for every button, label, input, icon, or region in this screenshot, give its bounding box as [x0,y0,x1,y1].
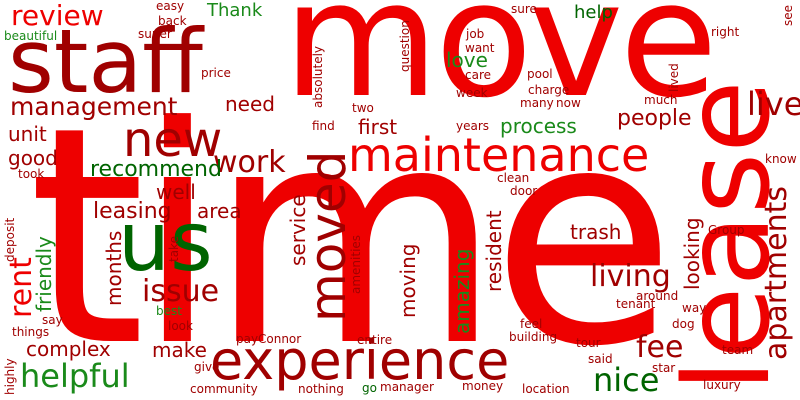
word-resident: resident [482,210,506,292]
word-building: building [509,330,558,344]
word-months: months [102,230,126,306]
word-service: service [286,194,310,266]
word-around: around [636,289,679,303]
word-know: know [765,152,797,166]
word-friendly: friendly [32,236,56,312]
word-first: first [358,115,398,139]
word-thank: Thank [207,0,263,21]
word-new: new [123,112,223,168]
word-management: management [10,92,178,121]
word-deposit: deposit [3,217,17,262]
word-fee: fee [636,330,684,365]
word-money: money [462,379,504,393]
word-people: people [617,106,692,131]
word-beautiful: beautiful [4,29,58,43]
word-pool: pool [527,67,553,81]
word-years: years [456,119,490,133]
word-time: time [28,63,676,400]
word-manager: manager [380,380,434,394]
word-star: star [652,361,676,375]
word-dog: dog [672,317,695,331]
word-love: love [446,48,488,72]
word-now: now [556,96,581,110]
word-two: two [352,101,374,115]
word-nothing: nothing [298,382,344,396]
word-work: work [213,145,286,180]
word-recommend: recommend [90,157,222,182]
word-charge: charge [528,83,570,97]
word-move: move [283,0,718,133]
word-unit: unit [8,122,47,146]
word-moving: moving [396,243,420,318]
word-way: way [682,301,707,315]
word-help: help [574,2,613,23]
word-give: give [194,360,220,374]
word-took: took [18,167,45,181]
word-us: us [118,195,213,290]
word-see: see [781,4,795,26]
word-feel: feel [520,317,543,331]
word-pay: pay [236,332,259,346]
word-find: find [312,119,335,133]
word-amazing: amazing [450,248,474,334]
word-entire: entire [357,333,393,347]
word-want: want [465,41,495,55]
word-much: much [644,93,678,107]
word-review: review [11,0,104,32]
word-many: many [520,96,554,110]
word-sure: sure [511,2,537,16]
word-clean: clean [497,171,530,185]
word-leasing: leasing [93,199,172,224]
word-make: make [152,338,207,362]
word-nice: nice [593,361,660,399]
word-staff: staff [8,10,203,113]
word-well: well [156,180,196,204]
word-price: price [201,66,231,80]
word-say: say [42,313,63,327]
word-things: things [12,325,50,339]
word-location: location [522,382,570,396]
word-look: look [168,319,193,333]
word-live: live [747,85,800,123]
word-experience: experience [210,329,510,392]
word-lived: lived [667,63,681,92]
word-maintenance: maintenance [348,128,650,182]
word-complex: complex [26,337,111,361]
word-question: question [398,20,412,72]
word-helpful: helpful [20,357,130,395]
word-door: door [510,184,538,198]
word-community: community [190,382,258,396]
word-back: back [158,14,187,28]
word-amenities: amenities [349,234,363,294]
word-good: good [8,146,58,170]
word-highly: highly [3,358,17,395]
word-group: Group [708,223,745,237]
word-area: area [197,199,242,223]
word-moved: moved [299,150,357,322]
word-said: said [588,352,613,366]
word-living: living [590,259,671,294]
word-job: job [466,27,485,41]
word-easy: easy [156,0,185,13]
word-luxury: luxury [703,378,741,392]
word-absolutely: absolutely [311,45,325,108]
word-super: super [138,27,172,41]
word-team: team [722,343,754,357]
word-issue: issue [142,274,220,309]
word-week: week [456,86,488,100]
word-take: take [167,236,181,262]
word-process: process [500,114,577,138]
word-right: right [711,25,740,39]
word-best: best [156,304,182,318]
word-trash: trash [570,220,622,244]
word-apartments: apartments [759,186,794,360]
word-need: need [225,92,275,116]
word-go: go [362,381,377,395]
word-tour: tour [576,336,601,350]
word-care: care [465,68,492,82]
word-connor: Connor [258,332,302,346]
word-tenant: tenant [616,297,656,311]
word-looking: looking [680,217,704,290]
